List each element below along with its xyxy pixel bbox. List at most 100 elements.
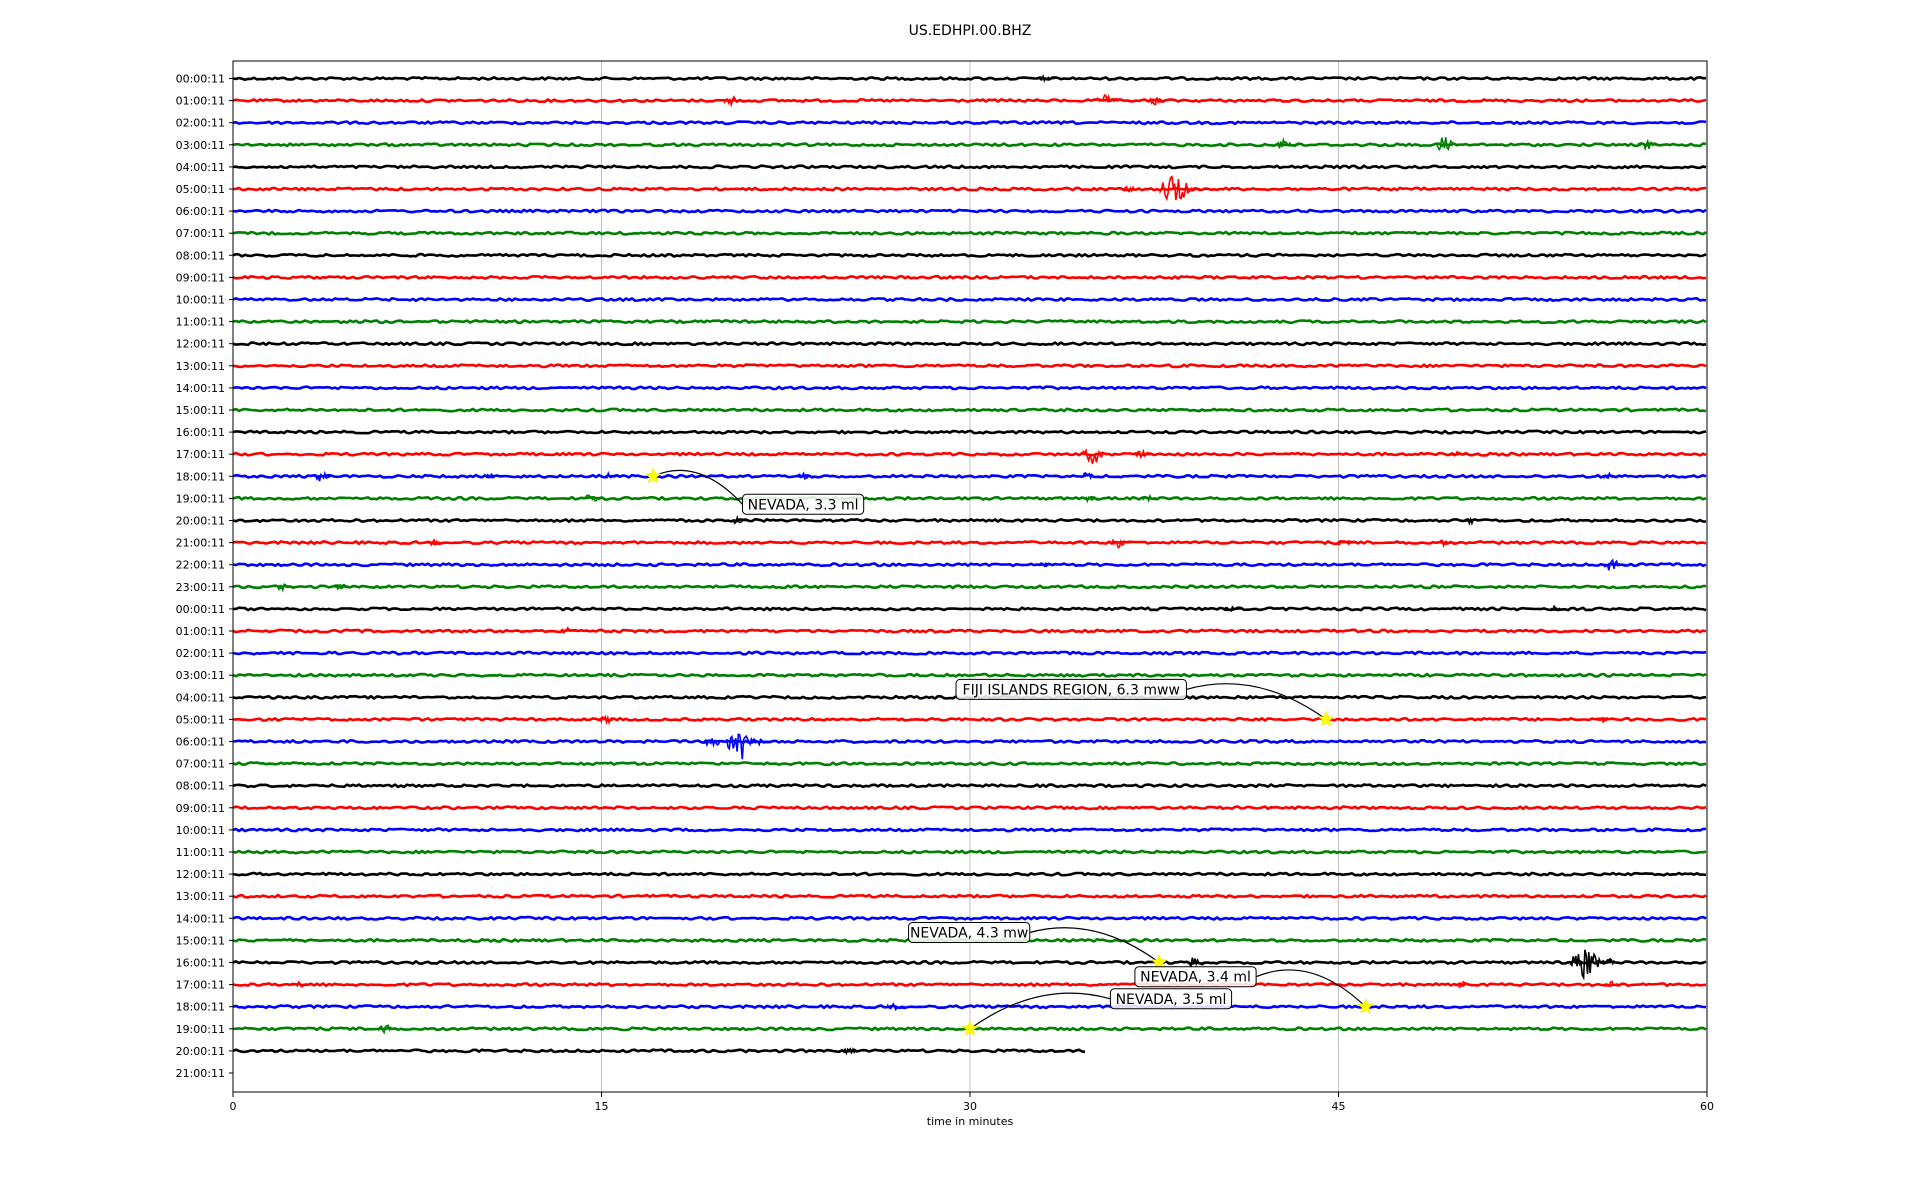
row-label: 07:00:11 — [176, 227, 225, 240]
event-label-box — [908, 922, 1031, 943]
burst-mark — [723, 95, 746, 108]
trace-row — [232, 650, 1707, 656]
row-label: 00:00:11 — [176, 73, 225, 86]
trace-row — [233, 716, 1707, 722]
trace-row — [232, 584, 1706, 590]
burst-mark — [1147, 97, 1167, 106]
row-label: 12:00:11 — [176, 338, 225, 351]
row-label: 19:00:11 — [176, 1023, 225, 1036]
trace-row — [232, 672, 1707, 678]
event-callout: NEVADA, 3.5 ml — [961, 988, 1233, 1036]
event-star-icon — [644, 467, 662, 484]
trace-row — [232, 208, 1707, 214]
row-label: 07:00:11 — [176, 758, 225, 771]
trace-row — [232, 893, 1707, 899]
burst-mark — [887, 1002, 905, 1012]
burst-mark — [290, 1026, 306, 1031]
row-label: 22:00:11 — [176, 559, 225, 572]
burst-mark — [1597, 716, 1615, 724]
burst-mark — [843, 1047, 861, 1056]
row-label: 05:00:11 — [176, 713, 225, 726]
x-tick-label: 15 — [595, 1100, 609, 1113]
trace-row — [232, 540, 1707, 546]
trace-row — [232, 230, 1707, 236]
trace-row — [232, 495, 1707, 501]
trace-row — [232, 827, 1707, 833]
burst-mark — [599, 714, 619, 726]
row-label: 16:00:11 — [176, 957, 225, 970]
trace-row — [232, 739, 1707, 744]
x-axis-label: time in minutes — [927, 1115, 1014, 1128]
row-label: 16:00:11 — [176, 426, 225, 439]
burst-mark — [1134, 448, 1154, 460]
burst-mark — [1037, 562, 1055, 568]
burst-mark — [334, 583, 353, 591]
row-label: 09:00:11 — [176, 271, 225, 284]
burst-mark — [1109, 538, 1132, 550]
row-label: 08:00:11 — [176, 249, 225, 262]
trace-row — [232, 76, 1706, 81]
event-callout: NEVADA, 3.3 ml — [644, 467, 865, 515]
burst-mark — [1037, 73, 1055, 83]
row-label: 04:00:11 — [176, 691, 225, 704]
event-callout: FIJI ISLANDS REGION, 6.3 mww — [955, 678, 1335, 727]
row-label: 21:00:11 — [176, 537, 225, 550]
trace-row — [232, 98, 1707, 104]
row-label: 14:00:11 — [176, 912, 225, 925]
row-label: 21:00:11 — [176, 1067, 225, 1080]
row-label: 09:00:11 — [176, 802, 225, 815]
trace-row — [232, 186, 1707, 192]
x-axis-ticks: 0 15 30 45 60 — [230, 1092, 1714, 1113]
event-leader — [969, 992, 1111, 1030]
row-label: 19:00:11 — [176, 492, 225, 505]
trace-row — [232, 783, 1707, 789]
event-star-icon — [1317, 710, 1335, 727]
burst-mark — [730, 514, 748, 525]
trace-row — [232, 451, 1707, 457]
trace-row — [232, 385, 1707, 391]
trace-row — [232, 518, 1707, 523]
trace-row — [232, 1004, 1707, 1010]
event-label: NEVADA, 3.3 ml — [748, 497, 859, 513]
row-label: 17:00:11 — [176, 448, 225, 461]
trace-row — [232, 915, 1707, 921]
row-label: 18:00:11 — [176, 470, 225, 483]
burst-mark — [1336, 539, 1356, 546]
event-label: NEVADA, 3.4 ml — [1140, 970, 1251, 986]
row-label: 23:00:11 — [176, 581, 225, 594]
row-label: 13:00:11 — [176, 890, 225, 903]
event-callout: NEVADA, 3.4 ml — [1134, 966, 1374, 1014]
row-label: 11:00:11 — [176, 846, 225, 859]
event-label: NEVADA, 4.3 mw — [910, 926, 1028, 942]
row-label: 08:00:11 — [176, 780, 225, 793]
event-star-icon — [1150, 953, 1168, 970]
trace-row — [232, 960, 1707, 965]
row-label: 02:00:11 — [176, 117, 225, 130]
trace-row — [232, 849, 1707, 855]
row-label: 15:00:11 — [176, 404, 225, 417]
burst-mark — [378, 1024, 398, 1035]
x-tick-label: 0 — [230, 1100, 237, 1113]
event-leader — [1186, 683, 1327, 720]
burst-mark — [1081, 471, 1100, 481]
burst-mark — [1123, 185, 1141, 193]
row-label: 01:00:11 — [176, 95, 225, 108]
burst-mark — [1454, 980, 1473, 989]
trace-row — [232, 341, 1707, 347]
trace-row — [232, 871, 1707, 877]
row-time-labels: 00:00:11 01:00:11 02:00:11 03:00:11 04:00:11… — [176, 73, 233, 1080]
burst-mark — [1464, 516, 1483, 526]
burst-mark — [1434, 137, 1462, 152]
burst-mark — [275, 583, 294, 593]
trace-row — [232, 142, 1707, 148]
burst-mark — [1159, 175, 1201, 202]
x-tick-label: 45 — [1332, 1100, 1346, 1113]
burst-mark — [796, 471, 815, 480]
burst-mark — [1601, 957, 1621, 966]
row-label: 20:00:11 — [176, 515, 225, 528]
row-label: 11:00:11 — [176, 316, 225, 329]
burst-mark — [1276, 137, 1299, 149]
burst-mark — [426, 538, 444, 547]
